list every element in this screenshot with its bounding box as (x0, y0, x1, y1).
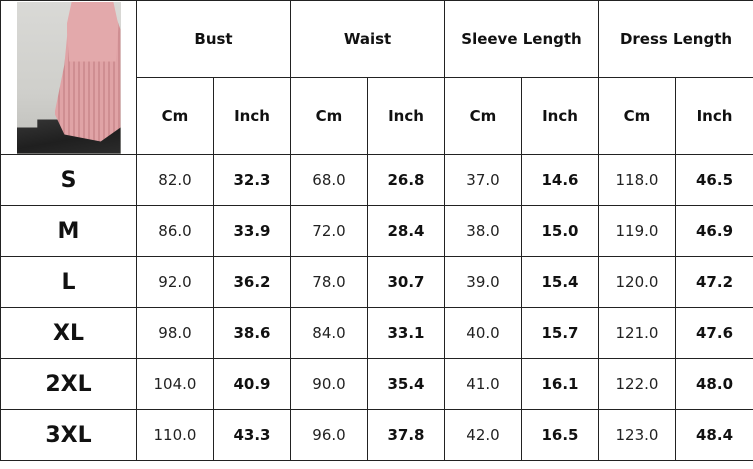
cm-value: 98.0 (136, 307, 214, 359)
cm-value: 41.0 (444, 358, 522, 410)
cm-value: 92.0 (136, 256, 214, 308)
inch-value: 48.4 (674, 409, 753, 461)
cm-value: 78.0 (290, 256, 368, 308)
cm-value: 120.0 (598, 256, 676, 308)
size-label: M (0, 205, 137, 257)
cm-value: 123.0 (598, 409, 676, 461)
cm-value: 90.0 (290, 358, 368, 410)
cm-value: 96.0 (290, 409, 368, 461)
inch-value: 14.6 (521, 154, 599, 206)
header-waist: Waist (290, 0, 445, 78)
cm-value: 104.0 (136, 358, 214, 410)
unit-header: Inch (521, 77, 599, 155)
table-row: 3XL 110.0 43.3 96.0 37.8 42.0 16.5 123.0 48.4 (0, 409, 753, 461)
header-dress-length: Dress Length (597, 0, 753, 78)
bodice-shape (66, 1, 119, 62)
inch-value: 15.7 (521, 307, 599, 359)
size-label: S (0, 154, 137, 206)
inch-value: 16.5 (521, 409, 599, 461)
inch-value: 28.4 (367, 205, 445, 257)
header-row-units: Cm Inch Cm Inch Cm Inch Cm Inch (1, 77, 753, 155)
cm-value: 118.0 (598, 154, 676, 206)
cm-value: 122.0 (598, 358, 676, 410)
size-label: 2XL (0, 358, 137, 410)
cm-value: 42.0 (444, 409, 522, 461)
table-row: S 82.0 32.3 68.0 26.8 37.0 14.6 118.0 46.5 (0, 154, 753, 206)
header-bust: Bust (136, 0, 291, 78)
cm-value: 119.0 (598, 205, 676, 257)
cm-value: 72.0 (290, 205, 368, 257)
table-row: XL 98.0 38.6 84.0 33.1 40.0 15.7 121.0 47.6 (0, 307, 753, 359)
inch-value: 15.4 (521, 256, 599, 308)
inch-value: 48.0 (674, 358, 753, 410)
inch-value: 47.2 (674, 256, 753, 308)
product-photo (16, 1, 121, 154)
inch-value: 32.3 (213, 154, 291, 206)
inch-value: 43.3 (213, 409, 291, 461)
cm-value: 86.0 (136, 205, 214, 257)
inch-value: 16.1 (521, 358, 599, 410)
cm-value: 82.0 (136, 154, 214, 206)
cm-value: 38.0 (444, 205, 522, 257)
inch-value: 37.8 (367, 409, 445, 461)
inch-value: 38.6 (213, 307, 291, 359)
product-image-cell (0, 0, 137, 155)
inch-value: 47.6 (674, 307, 753, 359)
unit-header: Inch (213, 77, 291, 155)
cm-value: 110.0 (136, 409, 214, 461)
cm-value: 84.0 (290, 307, 368, 359)
table-row: L 92.0 36.2 78.0 30.7 39.0 15.4 120.0 47.2 (0, 256, 753, 308)
size-label: 3XL (0, 409, 137, 461)
cm-value: 68.0 (290, 154, 368, 206)
size-label: L (0, 256, 137, 308)
inch-value: 15.0 (521, 205, 599, 257)
unit-header: Inch (367, 77, 445, 155)
inch-value: 40.9 (213, 358, 291, 410)
inch-value: 33.9 (213, 205, 291, 257)
header-row-groups: Bust Waist Sleeve Length Dress Length (0, 0, 753, 155)
inch-value: 33.1 (367, 307, 445, 359)
unit-header: Inch (674, 77, 753, 155)
cm-value: 39.0 (444, 256, 522, 308)
unit-header: Cm (444, 77, 522, 155)
unit-header: Cm (290, 77, 368, 155)
table-row: 2XL 104.0 40.9 90.0 35.4 41.0 16.1 122.0 48.0 (0, 358, 753, 410)
inch-value: 46.9 (674, 205, 753, 257)
unit-header: Cm (598, 77, 676, 155)
inch-value: 46.5 (674, 154, 753, 206)
cm-value: 37.0 (444, 154, 522, 206)
inch-value: 35.4 (367, 358, 445, 410)
inch-value: 36.2 (213, 256, 291, 308)
cm-value: 40.0 (444, 307, 522, 359)
header-sleeve-length: Sleeve Length (444, 0, 599, 78)
cm-value: 121.0 (598, 307, 676, 359)
size-label: XL (0, 307, 137, 359)
table-row: M 86.0 33.9 72.0 28.4 38.0 15.0 119.0 46.9 (0, 205, 753, 257)
inch-value: 26.8 (367, 154, 445, 206)
inch-value: 30.7 (367, 256, 445, 308)
unit-header: Cm (136, 77, 214, 155)
